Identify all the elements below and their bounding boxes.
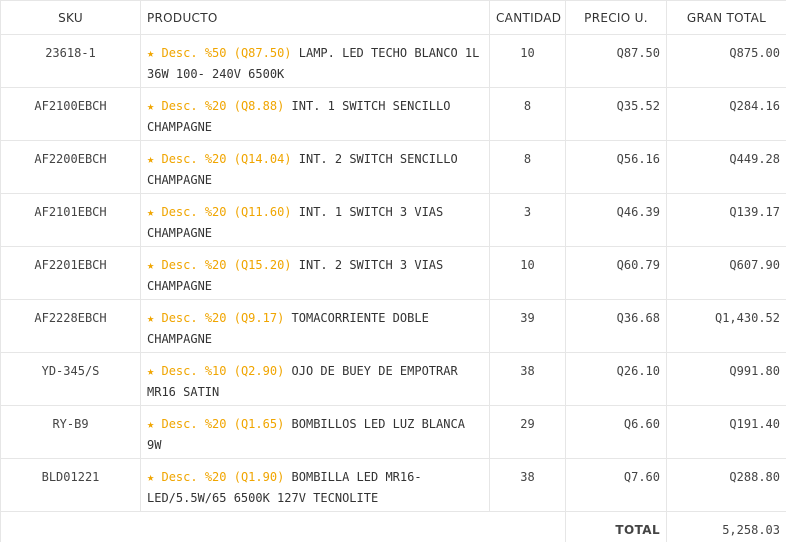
star-icon: ★ [147,46,155,60]
unit-price-cell: Q7.60 [565,458,667,512]
product-cell: ★ Desc. %20 (Q11.60) INT. 1 SWITCH 3 VIA… [140,193,490,247]
sku-cell: RY-B9 [0,405,141,459]
product-cell: ★ Desc. %10 (Q2.90) OJO DE BUEY DE EMPOT… [140,352,490,406]
table-row: AF2228EBCH ★ Desc. %20 (Q9.17) TOMACORRI… [0,299,786,353]
unit-price-cell: Q26.10 [565,352,667,406]
sku-cell: AF2101EBCH [0,193,141,247]
discount-label: Desc. %20 (Q9.17) [161,311,285,325]
discount-label: Desc. %20 (Q1.90) [161,470,285,484]
table-header: SKU PRODUCTO CANTIDAD PRECIO U. GRAN TOT… [0,0,786,35]
star-icon: ★ [147,258,155,272]
grand-total-cell: Q875.00 [666,34,786,88]
discount-label: Desc. %10 (Q2.90) [161,364,285,378]
grand-total-cell: Q607.90 [666,246,786,300]
product-cell: ★ Desc. %20 (Q1.90) BOMBILLA LED MR16-LE… [140,458,490,512]
quantity-cell: 8 [489,87,566,141]
sku-cell: AF2200EBCH [0,140,141,194]
table-row: BLD01221 ★ Desc. %20 (Q1.90) BOMBILLA LE… [0,458,786,512]
discount-label: Desc. %20 (Q11.60) [161,205,292,219]
header-row: SKU PRODUCTO CANTIDAD PRECIO U. GRAN TOT… [0,0,786,35]
product-name: INT. 1 SWITCH 3 VIAS CHAMPAGNE [147,205,444,240]
blank-cell [489,511,566,542]
grand-total-cell: Q1,430.52 [666,299,786,353]
total-label: TOTAL [565,511,667,542]
star-icon: ★ [147,205,155,219]
quantity-cell: 39 [489,299,566,353]
discount-label: Desc. %50 (Q87.50) [161,46,292,60]
quantity-cell: 3 [489,193,566,247]
product-cell: ★ Desc. %20 (Q9.17) TOMACORRIENTE DOBLE … [140,299,490,353]
table-row: AF2201EBCH ★ Desc. %20 (Q15.20) INT. 2 S… [0,246,786,300]
unit-price-cell: Q6.60 [565,405,667,459]
product-name: BOMBILLOS LED LUZ BLANCA 9W [147,417,465,452]
unit-price-cell: Q46.39 [565,193,667,247]
star-icon: ★ [147,470,155,484]
sku-cell: AF2100EBCH [0,87,141,141]
product-name: INT. 1 SWITCH SENCILLO CHAMPAGNE [147,99,451,134]
column-header-unit-price[interactable]: PRECIO U. [565,0,667,35]
product-cell: ★ Desc. %20 (Q1.65) BOMBILLOS LED LUZ BL… [140,405,490,459]
product-cell: ★ Desc. %20 (Q8.88) INT. 1 SWITCH SENCIL… [140,87,490,141]
product-cell: ★ Desc. %50 (Q87.50) LAMP. LED TECHO BLA… [140,34,490,88]
unit-price-cell: Q35.52 [565,87,667,141]
product-cell: ★ Desc. %20 (Q14.04) INT. 2 SWITCH SENCI… [140,140,490,194]
discount-label: Desc. %20 (Q14.04) [161,152,292,166]
discount-label: Desc. %20 (Q15.20) [161,258,292,272]
sku-cell: AF2201EBCH [0,246,141,300]
table-body: 23618-1 ★ Desc. %50 (Q87.50) LAMP. LED T… [0,34,786,542]
blank-cell [140,511,490,542]
sku-cell: YD-345/S [0,352,141,406]
product-name: OJO DE BUEY DE EMPOTRAR MR16 SATIN [147,364,458,399]
sku-cell: BLD01221 [0,458,141,512]
quantity-cell: 8 [489,140,566,194]
unit-price-cell: Q87.50 [565,34,667,88]
product-name: INT. 2 SWITCH 3 VIAS CHAMPAGNE [147,258,444,293]
grand-total-cell: Q139.17 [666,193,786,247]
star-icon: ★ [147,311,155,325]
product-cell: ★ Desc. %20 (Q15.20) INT. 2 SWITCH 3 VIA… [140,246,490,300]
column-header-sku[interactable]: SKU [0,0,141,35]
star-icon: ★ [147,99,155,113]
product-name: TOMACORRIENTE DOBLE CHAMPAGNE [147,311,429,346]
star-icon: ★ [147,364,155,378]
table-row: AF2101EBCH ★ Desc. %20 (Q11.60) INT. 1 S… [0,193,786,247]
unit-price-cell: Q60.79 [565,246,667,300]
total-row: TOTAL 5,258.03 [0,511,786,542]
discount-label: Desc. %20 (Q1.65) [161,417,285,431]
product-name: BOMBILLA LED MR16-LED/5.5W/65 6500K 127V… [147,470,422,505]
grand-total-cell: Q191.40 [666,405,786,459]
sku-cell: AF2228EBCH [0,299,141,353]
grand-total-cell: Q288.80 [666,458,786,512]
quantity-cell: 38 [489,458,566,512]
product-name: LAMP. LED TECHO BLANCO 1L 36W 100- 240V … [147,46,480,81]
quantity-cell: 29 [489,405,566,459]
grand-total-cell: Q449.28 [666,140,786,194]
grand-total-cell: Q284.16 [666,87,786,141]
quantity-cell: 10 [489,246,566,300]
table-row: RY-B9 ★ Desc. %20 (Q1.65) BOMBILLOS LED … [0,405,786,459]
star-icon: ★ [147,152,155,166]
unit-price-cell: Q36.68 [565,299,667,353]
column-header-product[interactable]: PRODUCTO [140,0,490,35]
quantity-cell: 10 [489,34,566,88]
table-row: AF2100EBCH ★ Desc. %20 (Q8.88) INT. 1 SW… [0,87,786,141]
blank-cell [0,511,141,542]
unit-price-cell: Q56.16 [565,140,667,194]
product-name: INT. 2 SWITCH SENCILLO CHAMPAGNE [147,152,458,187]
sku-cell: 23618-1 [0,34,141,88]
table-row: 23618-1 ★ Desc. %50 (Q87.50) LAMP. LED T… [0,34,786,88]
quantity-cell: 38 [489,352,566,406]
grand-total-cell: Q991.80 [666,352,786,406]
total-value: 5,258.03 [666,511,786,542]
column-header-quantity[interactable]: CANTIDAD [489,0,566,35]
star-icon: ★ [147,417,155,431]
table-row: AF2200EBCH ★ Desc. %20 (Q14.04) INT. 2 S… [0,140,786,194]
column-header-grand-total[interactable]: GRAN TOTAL [666,0,786,35]
table-row: YD-345/S ★ Desc. %10 (Q2.90) OJO DE BUEY… [0,352,786,406]
discount-label: Desc. %20 (Q8.88) [161,99,285,113]
